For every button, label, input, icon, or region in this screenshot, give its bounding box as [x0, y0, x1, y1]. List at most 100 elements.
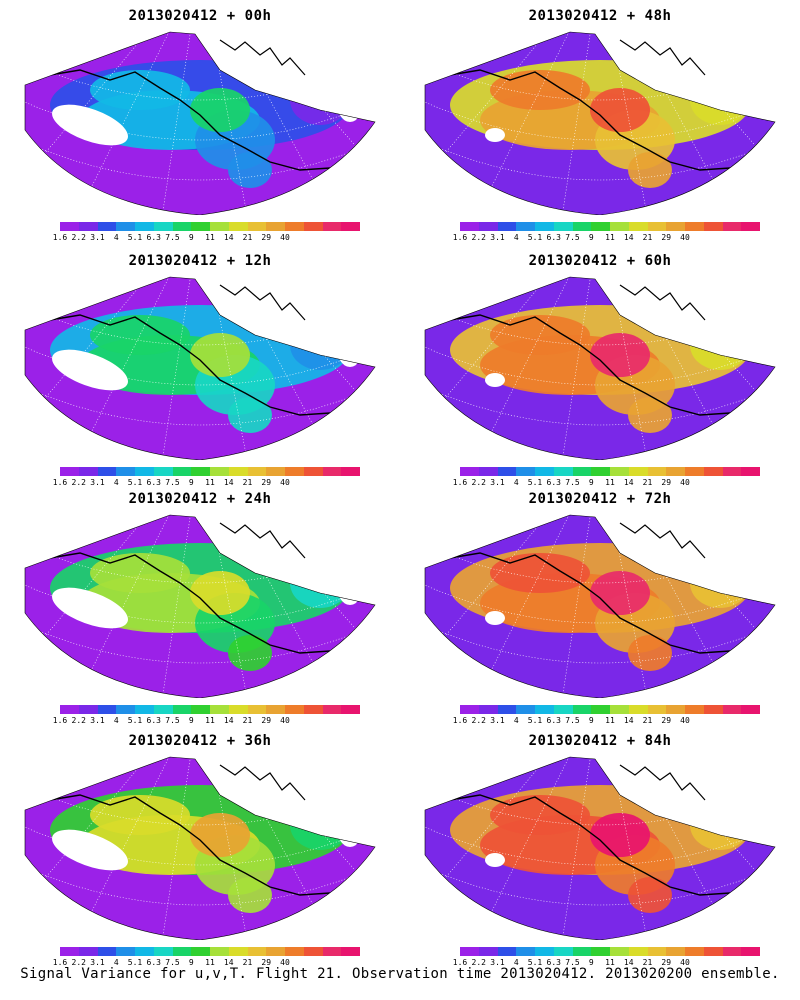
colorbar-swatch: [228, 947, 248, 956]
colorbar-swatch: [210, 467, 229, 476]
colorbar-tick-label: 6.3: [146, 958, 161, 967]
colorbar-swatch: [666, 705, 685, 714]
colorbar-swatch: [78, 222, 98, 231]
colorbar-swatch: [341, 467, 360, 476]
colorbar-tick-label: 4: [113, 716, 119, 725]
colorbar-swatch: [116, 467, 135, 476]
variance-blob: [90, 553, 190, 593]
colorbar-swatch: [210, 222, 229, 231]
colorbar-tick-label: 6.3: [146, 716, 161, 725]
colorbar-swatch: [247, 467, 267, 476]
colorbar-tick-label: 2.2: [471, 958, 486, 967]
colorbar-tick-label: 9: [188, 958, 194, 967]
colorbar-swatch: [703, 222, 723, 231]
colorbar-swatch: [666, 222, 685, 231]
colorbar-swatch: [591, 222, 610, 231]
colorbar: [60, 467, 360, 476]
colorbar-swatch: [135, 705, 154, 714]
no-data-patch: [52, 829, 128, 871]
colorbar: [460, 947, 760, 956]
colorbar-swatch: [135, 947, 154, 956]
colorbar-swatch: [285, 467, 304, 476]
colorbar-tick-label: 11: [205, 478, 215, 487]
coastline: [449, 794, 761, 906]
colorbar-swatch: [228, 467, 248, 476]
colorbar-tick-label: 2.2: [471, 478, 486, 487]
variance-blob: [590, 333, 650, 377]
field-layer: [425, 277, 775, 460]
variance-map: [24, 514, 376, 698]
colorbar-tick-label: 11: [605, 478, 615, 487]
colorbar-tick-label: 3.1: [90, 958, 105, 967]
colorbar-swatch: [497, 222, 517, 231]
panel-title: 2013020412 + 60h: [528, 253, 672, 269]
colorbar-tick-label: 11: [205, 233, 215, 242]
colorbar-tick-label: 5.1: [127, 716, 143, 725]
map-outline: [424, 514, 776, 698]
no-data-patch: [485, 373, 505, 387]
colorbar-tick-label: 3.1: [490, 716, 505, 725]
colorbar-swatch: [478, 947, 498, 956]
colorbar-swatch: [228, 222, 248, 231]
variance-blob: [228, 152, 272, 188]
map-panel-12h: 2013020412 + 12h 1.6 2.2 3.1 4 5.1 6.3 7.5 9 11 1…: [0, 245, 400, 490]
colorbar-swatch: [191, 705, 210, 714]
colorbar-swatch: [153, 947, 173, 956]
colorbar-swatch: [516, 467, 535, 476]
variance-blob: [228, 635, 272, 671]
coastline-islands: [219, 522, 306, 559]
coastline: [49, 794, 361, 906]
colorbar-swatch: [553, 467, 573, 476]
variance-blob: [190, 571, 250, 615]
colorbar-swatch: [78, 467, 98, 476]
coastline-islands: [619, 284, 706, 321]
map-outline: [424, 276, 776, 460]
colorbar-swatch: [572, 705, 592, 714]
colorbar-swatch: [172, 705, 192, 714]
variance-blob: [490, 553, 590, 593]
colorbar-tick-label: 11: [605, 958, 615, 967]
map-panel-36h: 2013020412 + 36h 1.6 2.2 3.1 4 5.1 6.3 7.5 9 11 1…: [0, 725, 400, 970]
colorbar-tick-label: 29: [661, 478, 672, 487]
variance-blob: [190, 333, 250, 377]
colorbar-swatch: [741, 947, 760, 956]
variance-blob: [628, 397, 672, 433]
colorbar-tick-label: 6.3: [546, 716, 561, 725]
colorbar-tick-label: 4: [513, 233, 519, 242]
colorbar-tick-label: 29: [261, 958, 272, 967]
colorbar-tick-labels: 1.6 2.2 3.1 4 5.1 6.3 7.5 9 11 14 21 29 40: [53, 958, 360, 968]
colorbar-swatch: [460, 947, 479, 956]
colorbar-swatch: [591, 947, 610, 956]
colorbar-swatch: [722, 947, 742, 956]
colorbar-swatch: [172, 467, 192, 476]
map-panel-60h: 2013020412 + 60h 1.6 2.2 3.1 4 5.1 6.3 7.5 9 11 1…: [400, 245, 800, 490]
colorbar-swatch: [703, 467, 723, 476]
variance-blob: [590, 571, 650, 615]
colorbar-tick-labels: 1.6 2.2 3.1 4 5.1 6.3 7.5 9 11 14 21 29 40: [453, 716, 760, 726]
colorbar-swatch: [685, 947, 704, 956]
colorbar-tick-label: 21: [242, 478, 253, 487]
colorbar-swatch: [647, 222, 667, 231]
variance-blob: [90, 70, 190, 110]
colorbar-swatch: [572, 467, 592, 476]
colorbar-swatch: [116, 947, 135, 956]
coastline-islands: [219, 764, 306, 801]
colorbar: [60, 222, 360, 231]
coastline-islands: [219, 39, 306, 76]
colorbar-swatch: [553, 705, 573, 714]
colorbar-tick-label: 14: [223, 233, 234, 242]
colorbar-tick-labels: 1.6 2.2 3.1 4 5.1 6.3 7.5 9 11 14 21 29 40: [453, 958, 760, 968]
colorbar-tick-label: 40: [280, 478, 290, 487]
colorbar-swatch: [460, 222, 479, 231]
panel-title: 2013020412 + 72h: [528, 491, 672, 507]
colorbar-swatch: [591, 467, 610, 476]
colorbar-swatch: [341, 947, 360, 956]
colorbar-swatch: [60, 467, 79, 476]
colorbar-tick-label: 14: [223, 958, 234, 967]
variance-blob: [690, 320, 750, 370]
colorbar-tick-label: 40: [280, 233, 290, 242]
colorbar-swatch: [741, 467, 760, 476]
colorbar-tick-label: 7.5: [565, 958, 580, 967]
variance-blob: [628, 635, 672, 671]
colorbar-swatch: [97, 947, 117, 956]
